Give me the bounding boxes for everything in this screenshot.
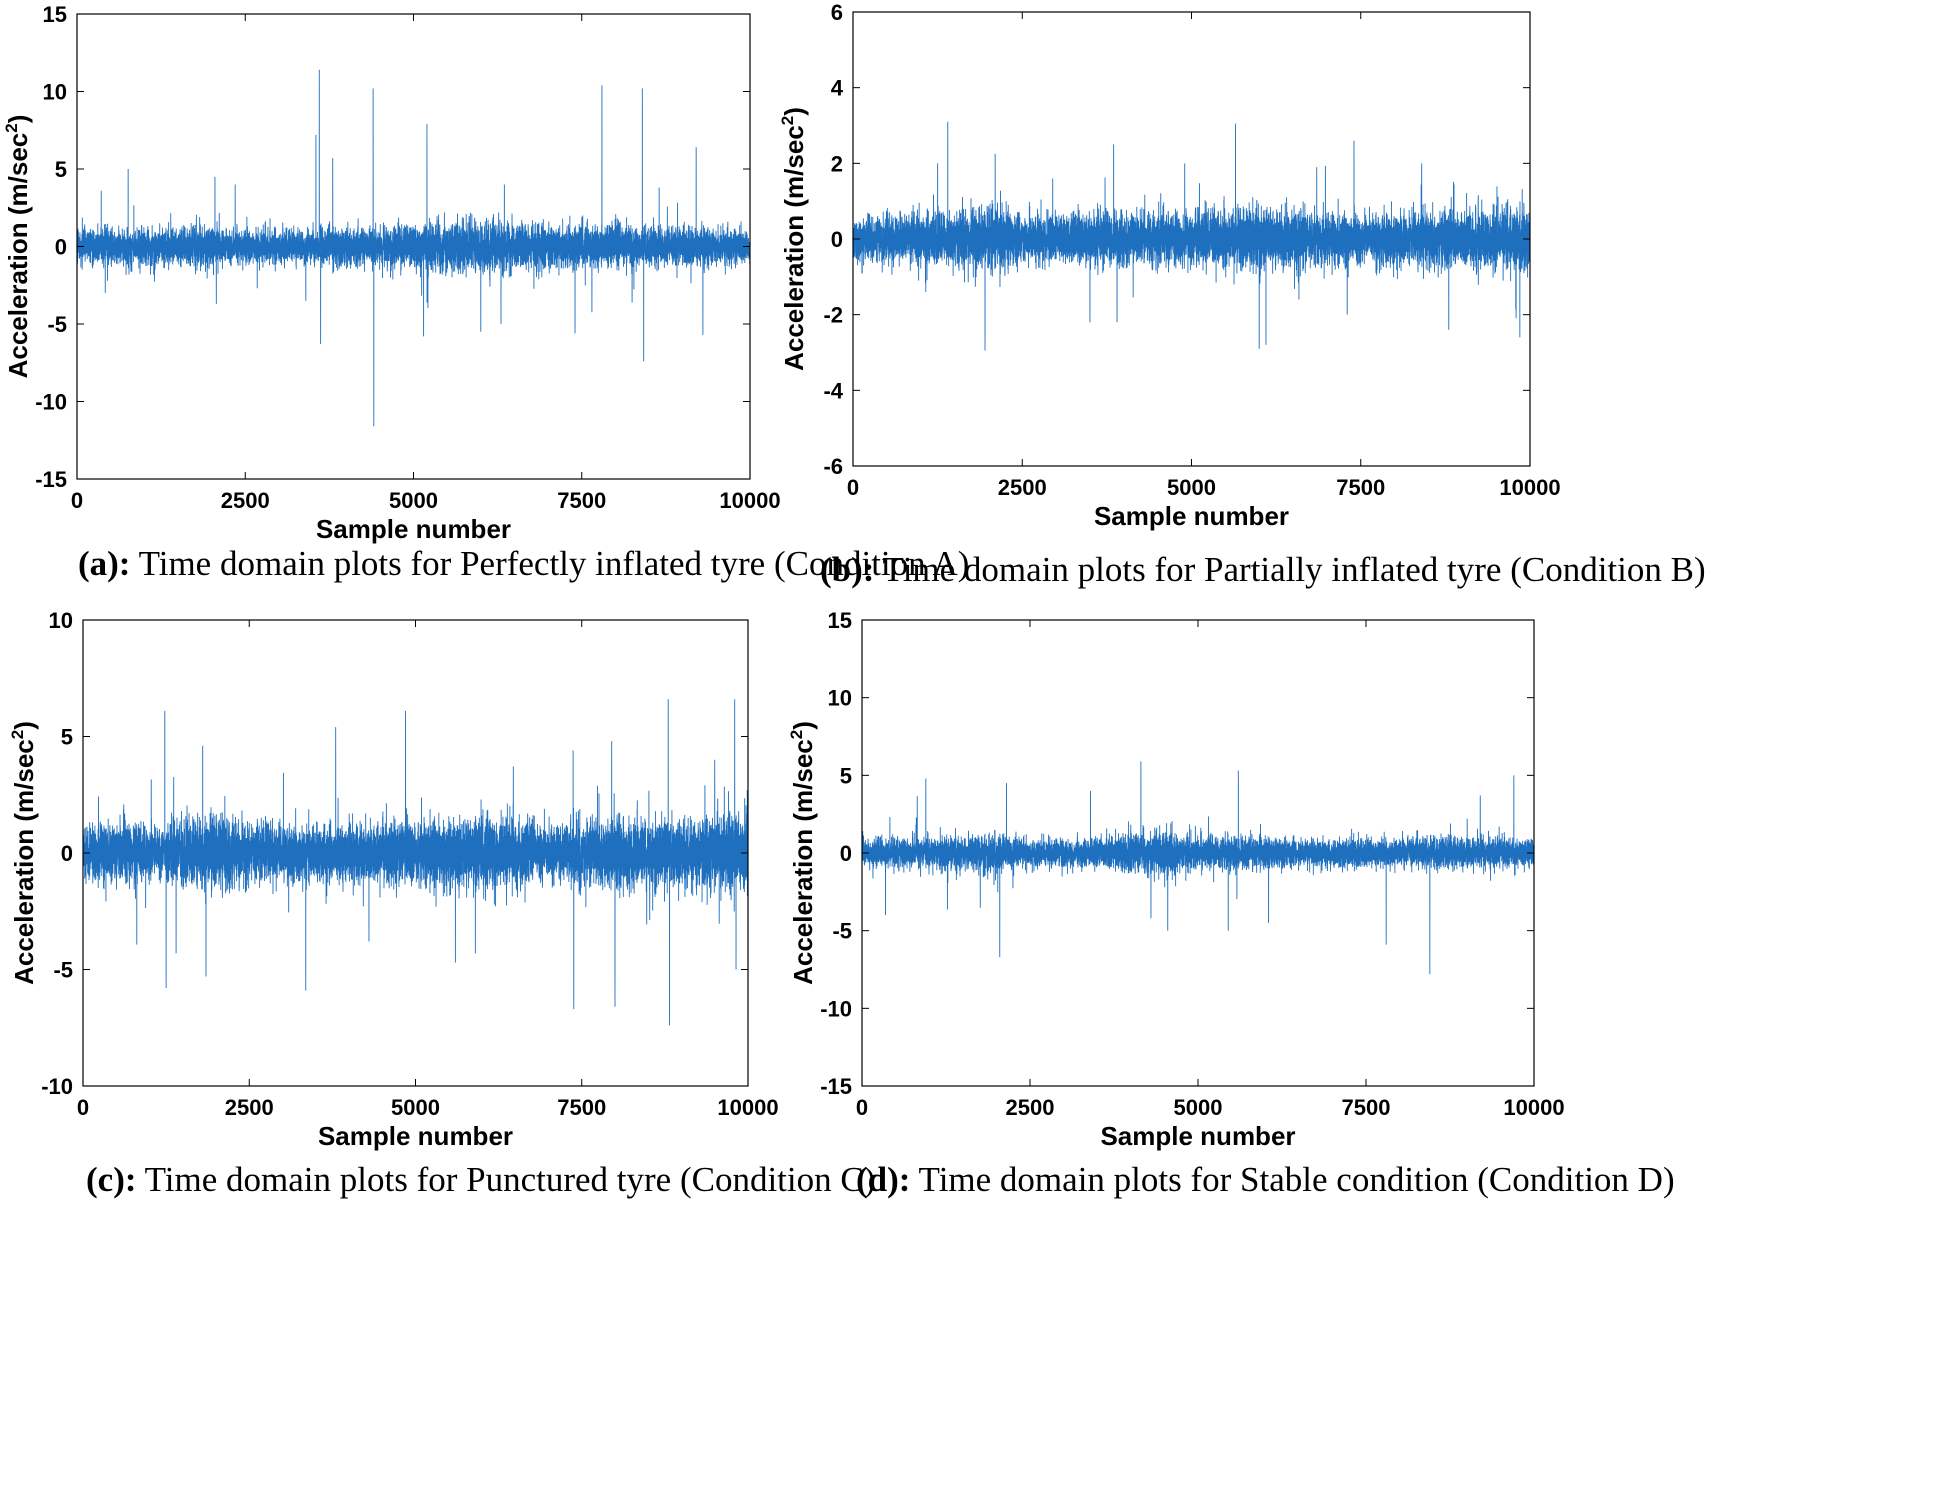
y-tick-label-d: 5 bbox=[840, 763, 852, 788]
x-tick-label-a: 7500 bbox=[557, 488, 606, 513]
chart-d: 0 2500 5000 7500 10000 -15 -10 -5 0 5 10 15 Sample n… bbox=[787, 608, 1565, 1151]
signal-line-c bbox=[82, 699, 749, 1026]
y-tick-label-d: -5 bbox=[832, 919, 852, 944]
chart-panel-c: 0 2500 5000 7500 10000 -10 -5 0 5 10 Sample number… bbox=[0, 600, 969, 1160]
x-tick-label-d: 0 bbox=[856, 1095, 868, 1120]
x-tick-label-d: 7500 bbox=[1342, 1095, 1391, 1120]
chart-panel-a: 0 2500 5000 7500 10000 -15 -10 -5 0 5 10 15 Sample n… bbox=[0, 0, 969, 545]
caption-a: (a): Time domain plots for Perfectly inf… bbox=[78, 544, 969, 584]
y-tick-label-c: 10 bbox=[49, 608, 73, 633]
y-axis-label-c: Acceleration (m/sec2) bbox=[8, 721, 39, 985]
x-tick-label-b: 2500 bbox=[998, 475, 1047, 500]
caption-b-id: (b): bbox=[820, 550, 875, 589]
x-tick-label-b: 10000 bbox=[1499, 475, 1560, 500]
y-tick-label-d: 15 bbox=[828, 608, 852, 633]
x-tick-label-c: 10000 bbox=[717, 1095, 778, 1120]
y-tick-label-b: 2 bbox=[831, 151, 843, 176]
caption-d-id: (d): bbox=[856, 1160, 911, 1199]
caption-c-text: Time domain plots for Punctured tyre (Co… bbox=[136, 1160, 876, 1199]
y-tick-label-c: -10 bbox=[41, 1074, 73, 1099]
y-tick-label-b: 6 bbox=[831, 0, 843, 25]
y-tick-label-a: -10 bbox=[35, 390, 67, 415]
x-axis-label-d: Sample number bbox=[1100, 1121, 1295, 1151]
x-tick-label-c: 2500 bbox=[225, 1095, 274, 1120]
x-tick-label-a: 10000 bbox=[719, 488, 780, 513]
y-axis-label-b: Acceleration (m/sec2) bbox=[778, 107, 809, 371]
y-axis-label-d: Acceleration (m/sec2) bbox=[787, 721, 818, 985]
y-tick-label-b: -6 bbox=[823, 454, 843, 479]
caption-c: (c): Time domain plots for Punctured tyr… bbox=[86, 1160, 875, 1200]
x-tick-label-c: 5000 bbox=[391, 1095, 440, 1120]
y-tick-label-a: 15 bbox=[43, 2, 67, 27]
x-tick-label-d: 5000 bbox=[1174, 1095, 1223, 1120]
y-tick-label-a: 5 bbox=[55, 157, 67, 182]
caption-a-text: Time domain plots for Perfectly inflated… bbox=[130, 544, 970, 583]
y-tick-label-d: -10 bbox=[820, 996, 852, 1021]
y-tick-label-b: -2 bbox=[823, 303, 843, 328]
caption-c-id: (c): bbox=[86, 1160, 137, 1199]
x-tick-label-d: 10000 bbox=[1503, 1095, 1564, 1120]
y-tick-label-a: -15 bbox=[35, 467, 67, 492]
chart-panel-b: 0 2500 5000 7500 10000 -6 -4 -2 0 2 4 6 Sample numbe… bbox=[778, 0, 1938, 545]
caption-d-text: Time domain plots for Stable condition (… bbox=[910, 1160, 1675, 1199]
x-axis-label-b: Sample number bbox=[1094, 501, 1289, 531]
x-tick-label-b: 5000 bbox=[1167, 475, 1216, 500]
x-tick-label-a: 2500 bbox=[221, 488, 270, 513]
chart-panel-d: 0 2500 5000 7500 10000 -15 -10 -5 0 5 10 15 Sample n… bbox=[780, 600, 1938, 1160]
y-tick-label-b: 0 bbox=[831, 227, 843, 252]
signal-line-a bbox=[76, 69, 751, 427]
chart-b: 0 2500 5000 7500 10000 -6 -4 -2 0 2 4 6 Sample numbe… bbox=[778, 0, 1561, 531]
y-axis-label-a: Acceleration (m/sec2) bbox=[2, 115, 33, 379]
y-tick-label-d: 0 bbox=[840, 841, 852, 866]
y-tick-label-a: 0 bbox=[55, 235, 67, 260]
chart-a: 0 2500 5000 7500 10000 -15 -10 -5 0 5 10 15 Sample n… bbox=[2, 2, 781, 544]
x-axis-label-c: Sample number bbox=[318, 1121, 513, 1151]
x-axis-label-a: Sample number bbox=[316, 514, 511, 544]
x-tick-label-a: 5000 bbox=[389, 488, 438, 513]
x-tick-label-c: 7500 bbox=[557, 1095, 606, 1120]
caption-d: (d): Time domain plots for Stable condit… bbox=[856, 1160, 1675, 1200]
y-tick-label-b: -4 bbox=[823, 378, 843, 403]
y-tick-label-d: 10 bbox=[828, 686, 852, 711]
caption-a-id: (a): bbox=[78, 544, 131, 583]
signal-line-b bbox=[852, 121, 1531, 351]
y-tick-label-c: 0 bbox=[61, 841, 73, 866]
y-tick-label-a: 10 bbox=[43, 80, 67, 105]
x-tick-label-b: 0 bbox=[847, 475, 859, 500]
y-tick-label-c: 5 bbox=[61, 725, 73, 750]
caption-b-text: Time domain plots for Partially inflated… bbox=[874, 550, 1706, 589]
y-tick-label-c: -5 bbox=[53, 958, 73, 983]
signal-line-d bbox=[861, 761, 1535, 975]
y-tick-label-d: -15 bbox=[820, 1074, 852, 1099]
caption-b: (b): Time domain plots for Partially inf… bbox=[820, 550, 1706, 590]
x-tick-label-c: 0 bbox=[77, 1095, 89, 1120]
chart-c: 0 2500 5000 7500 10000 -10 -5 0 5 10 Sample number… bbox=[8, 608, 779, 1151]
y-tick-label-b: 4 bbox=[831, 76, 844, 101]
x-tick-label-a: 0 bbox=[71, 488, 83, 513]
x-tick-label-d: 2500 bbox=[1006, 1095, 1055, 1120]
y-tick-label-a: -5 bbox=[47, 312, 67, 337]
x-tick-label-b: 7500 bbox=[1336, 475, 1385, 500]
